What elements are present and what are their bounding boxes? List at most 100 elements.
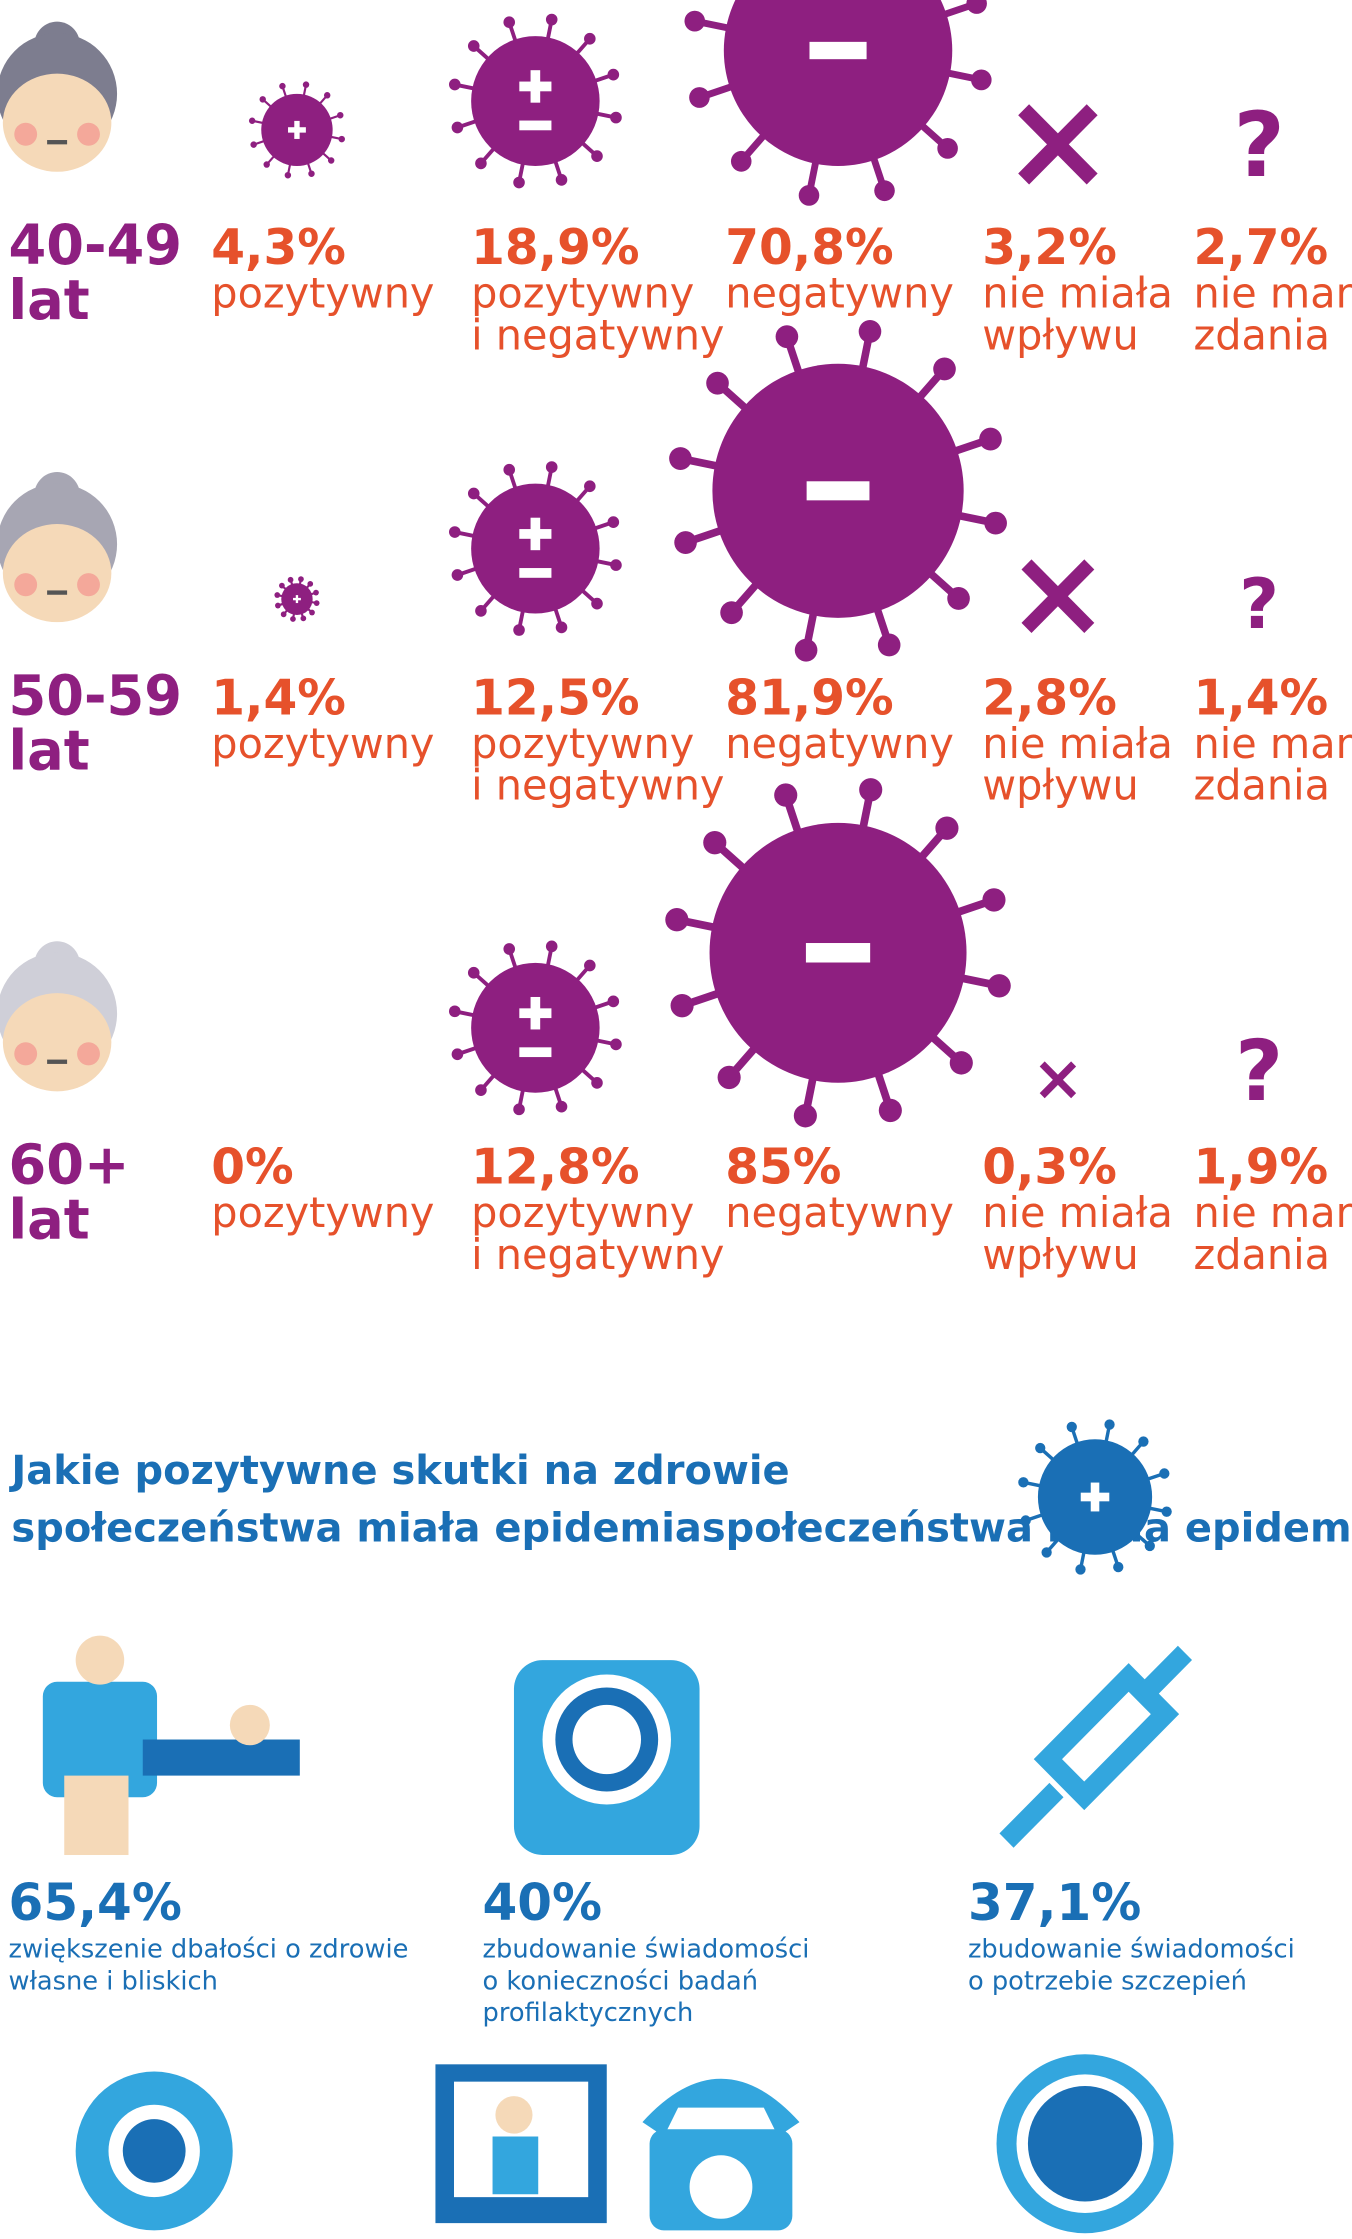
answer-label: pozytywny	[471, 719, 694, 768]
plus-v	[1090, 1482, 1100, 1512]
benefit-label: własne i bliskich	[9, 1966, 218, 1996]
spike-end	[263, 161, 270, 168]
syringe	[999, 1645, 1193, 1848]
cheek	[77, 1042, 100, 1066]
spike-end	[309, 609, 315, 616]
face	[2, 993, 112, 1092]
percent: 70,8%	[725, 219, 893, 276]
answer-label: pozytywny	[211, 268, 434, 317]
spike-end	[545, 13, 558, 26]
spike-end	[555, 621, 568, 634]
cheek	[14, 573, 38, 597]
percent: 1,4%	[1194, 669, 1329, 726]
spike-end	[298, 576, 304, 583]
answer-label: zdania	[1194, 1230, 1330, 1279]
spike-end	[279, 82, 286, 90]
spike-end	[287, 576, 294, 583]
cross	[1021, 559, 1095, 634]
spike-end	[665, 908, 689, 932]
mouth	[47, 1059, 68, 1064]
spike-end	[467, 40, 480, 52]
cheek	[14, 122, 38, 146]
spike-end	[513, 1103, 525, 1116]
spike-end	[555, 1100, 568, 1113]
spike-end	[982, 888, 1006, 912]
spike-end	[503, 16, 516, 29]
spike-end	[933, 357, 956, 381]
spike-end	[467, 966, 480, 979]
spike-end	[607, 516, 620, 528]
answer-label: nie miała	[982, 268, 1173, 317]
percent: 2,8%	[982, 669, 1117, 726]
spike-end	[280, 611, 287, 618]
spike-end	[451, 569, 464, 581]
mouth	[47, 140, 68, 145]
spike-end	[971, 69, 992, 91]
virus-icon	[684, 0, 992, 206]
spike-end	[1159, 1468, 1170, 1479]
percent: 81,9%	[725, 669, 893, 726]
virus-icon	[248, 81, 345, 179]
spike-end	[607, 995, 620, 1008]
answer-label: nie mam	[1194, 719, 1352, 768]
caregiver	[42, 1635, 300, 1856]
spike-end	[584, 959, 596, 972]
spike-end	[979, 427, 1002, 451]
spike-end	[859, 778, 883, 802]
percent: 0,3%	[982, 1138, 1117, 1195]
spike-end	[313, 589, 319, 596]
spike-end	[284, 171, 292, 179]
spike-end	[669, 447, 692, 470]
benefit-label: profilaktycznych	[483, 1998, 694, 2028]
answer-label: i negatywny	[471, 761, 724, 810]
spike-end	[730, 150, 752, 172]
virus-icon	[665, 778, 1011, 1128]
age-range: 40-49	[9, 213, 182, 277]
spike-end	[584, 480, 596, 493]
virus-icon	[448, 461, 622, 636]
spike-end	[475, 605, 487, 617]
plus-v	[294, 120, 300, 139]
answer-label: nie miała	[982, 719, 1173, 768]
spike-end	[775, 325, 799, 349]
spike-end	[545, 461, 558, 473]
spike-end	[1066, 1421, 1077, 1433]
spike-end	[1104, 1419, 1115, 1430]
mouth	[47, 590, 68, 595]
spike-end	[279, 582, 285, 589]
question-mark: ?	[1239, 565, 1279, 645]
face	[2, 524, 112, 623]
spike-end	[689, 87, 710, 108]
answer-label: wpływu	[982, 761, 1138, 810]
cheek	[14, 1042, 38, 1066]
question-mark: ?	[1234, 93, 1285, 198]
spike-end	[308, 170, 315, 177]
answer-label: nie mam	[1194, 1188, 1352, 1237]
spike-end	[591, 597, 603, 610]
cheek	[77, 573, 100, 597]
answer-label: pozytywny	[211, 1188, 434, 1237]
spike-end	[467, 487, 480, 500]
percent: 4,3%	[211, 219, 346, 276]
answer-label: zdania	[1194, 310, 1330, 359]
spike-end	[448, 1005, 461, 1018]
minus	[805, 943, 871, 963]
minus	[809, 41, 867, 60]
plus-v	[295, 595, 299, 604]
face	[2, 73, 112, 172]
spike-end	[451, 121, 464, 134]
spike-end	[610, 111, 622, 124]
spike-end	[610, 1038, 622, 1051]
age-range: 60+	[9, 1132, 130, 1196]
spike-end	[794, 638, 818, 662]
spike-end	[513, 176, 525, 189]
spike-end	[475, 157, 487, 170]
pm-v	[530, 70, 541, 103]
percent: 1,4%	[211, 669, 346, 726]
spike-end	[248, 117, 256, 124]
spike-end	[555, 174, 568, 186]
spike-end	[591, 150, 603, 162]
spike-end	[706, 371, 729, 395]
spike-end	[1138, 1436, 1149, 1447]
spike-end	[1075, 1564, 1086, 1575]
